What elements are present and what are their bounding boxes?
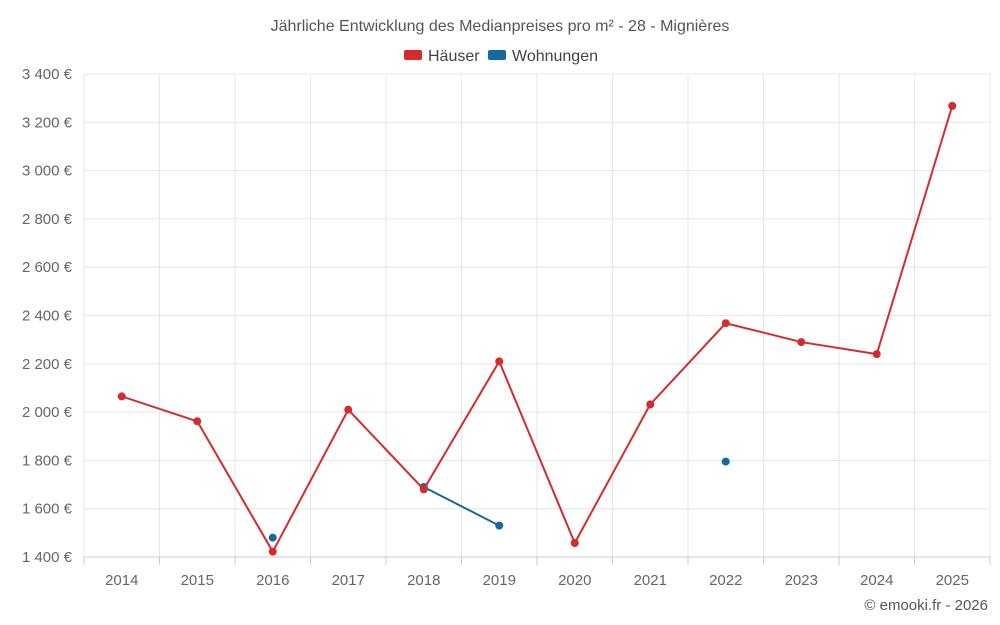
x-tick-label: 2022 — [709, 572, 742, 589]
data-point — [268, 533, 277, 542]
series-häuser — [117, 101, 957, 556]
data-point — [721, 319, 730, 328]
data-point — [797, 338, 806, 347]
x-tick-label: 2016 — [256, 572, 289, 589]
data-point — [872, 350, 881, 359]
y-tick-label: 2 400 € — [22, 308, 73, 325]
x-tick-label: 2014 — [105, 572, 138, 589]
data-point — [948, 101, 957, 110]
series-segment — [422, 360, 501, 491]
y-tick-label: 2 000 € — [22, 404, 73, 421]
grid — [83, 73, 991, 557]
y-tick-label: 1 600 € — [22, 501, 73, 518]
series-segment — [498, 360, 576, 544]
x-tick-label: 2020 — [558, 572, 591, 589]
series-segment — [649, 322, 727, 406]
legend-swatch — [404, 50, 422, 60]
data-point — [495, 521, 504, 530]
series-segment — [724, 322, 803, 344]
y-tick-label: 3 200 € — [22, 114, 73, 131]
series-segment — [120, 395, 199, 423]
data-point — [570, 538, 579, 547]
data-point — [495, 357, 504, 366]
x-tick-label: 2019 — [483, 572, 516, 589]
legend-item: Häuser — [404, 48, 480, 65]
chart-title: Jährliche Entwicklung des Medianpreises … — [271, 18, 730, 35]
x-tick-label: 2015 — [181, 572, 214, 589]
series-wohnungen — [268, 457, 730, 542]
legend-label: Wohnungen — [512, 48, 598, 65]
data-point — [344, 405, 353, 414]
x-axis: 2014 2015 2016 2017 2018 2019 2020 2021 2022 2023… — [83, 556, 991, 589]
series-segment — [347, 408, 425, 491]
credit-text: © emooki.fr - 2026 — [864, 597, 988, 614]
y-tick-label: 3 400 € — [22, 66, 73, 83]
legend-swatch — [488, 50, 506, 60]
data-point — [117, 392, 126, 401]
legend-label: Häuser — [428, 48, 480, 65]
y-tick-label: 1 400 € — [22, 549, 73, 566]
x-tick-label: 2017 — [332, 572, 365, 589]
y-tick-label: 2 200 € — [22, 356, 73, 373]
data-point — [268, 547, 277, 556]
series-segment — [573, 403, 652, 544]
y-tick-label: 1 800 € — [22, 452, 73, 469]
y-axis: 1 400 € 1 600 € 1 800 € 2 000 € 2 200 € 2 400… — [22, 66, 73, 566]
series-segment — [196, 420, 274, 553]
data-point — [419, 485, 428, 494]
x-tick-label: 2025 — [936, 572, 969, 589]
series-segment — [800, 341, 878, 356]
data-point — [646, 400, 655, 409]
series-layer — [117, 101, 957, 556]
y-tick-label: 2 800 € — [22, 211, 73, 228]
legend: Häuser Wohnungen — [404, 48, 598, 65]
series-segment — [875, 104, 954, 356]
y-tick-label: 3 000 € — [22, 163, 73, 180]
y-tick-label: 2 600 € — [22, 259, 73, 276]
x-tick-label: 2024 — [860, 572, 893, 589]
series-segment — [271, 408, 350, 553]
series-segment — [422, 485, 501, 527]
data-point — [721, 457, 730, 466]
x-tick-label: 2023 — [785, 572, 818, 589]
data-point — [193, 417, 202, 426]
x-tick-label: 2021 — [634, 572, 667, 589]
legend-item: Wohnungen — [488, 48, 598, 65]
x-tick-label: 2018 — [407, 572, 440, 589]
